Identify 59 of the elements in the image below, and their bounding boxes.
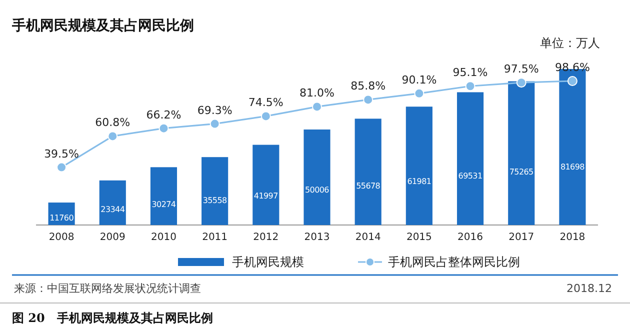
data-label: 74.5% [248, 96, 284, 110]
legend-label: 手机网民占整体网民比例 [388, 255, 520, 269]
bar [99, 180, 126, 225]
data-label: 61981 [407, 177, 432, 186]
x-tick-label: 2017 [508, 232, 534, 243]
point [158, 123, 169, 134]
data-label: 75265 [509, 167, 534, 176]
bar [304, 130, 330, 225]
point [210, 118, 220, 129]
data-label: 90.1% [402, 73, 437, 86]
data-label: 69531 [458, 172, 482, 181]
point [108, 131, 118, 142]
x-tick-label: 2012 [253, 232, 279, 243]
data-label: 81.0% [300, 86, 334, 100]
bar [406, 106, 432, 225]
data-label: 35558 [202, 196, 227, 206]
bar [354, 118, 382, 225]
data-label: 81698 [560, 162, 585, 172]
data-label: 39.5% [44, 147, 80, 160]
x-tick-label: 2010 [151, 232, 176, 243]
point [363, 94, 374, 105]
source-note: 来源：中国互联网络发展状况统计调查 [14, 282, 201, 295]
point [516, 78, 526, 88]
data-label: 60.8% [95, 116, 130, 130]
x-tick-label: 2008 [48, 232, 74, 243]
bar [150, 167, 178, 225]
point [465, 81, 476, 92]
bar [202, 157, 228, 225]
point [312, 102, 322, 112]
x-tick-label: 2014 [355, 232, 381, 243]
data-label: 23344 [100, 205, 125, 214]
bar [252, 144, 280, 225]
point [414, 88, 424, 98]
data-label: 95.1% [452, 66, 488, 80]
data-label: 69.3% [197, 104, 232, 117]
text: 单位：万人 [540, 36, 600, 50]
point [56, 162, 67, 172]
data-label: 41997 [254, 192, 278, 201]
chart-title: 手机网民规模及其占网民比例 [11, 17, 194, 34]
x-tick-label: 2009 [100, 232, 126, 243]
data-label: 85.8% [350, 80, 386, 93]
data-label: 66.2% [146, 108, 182, 122]
x-tick-label: 2013 [304, 232, 330, 243]
x-tick-label: 2018 [560, 232, 586, 243]
x-tick-label: 2011 [202, 232, 228, 243]
x-tick-label: 2015 [406, 232, 432, 243]
point [260, 111, 271, 122]
bar [456, 92, 484, 225]
data-label: 55678 [356, 182, 380, 191]
data-label: 97.5% [504, 62, 539, 76]
legend-label: 手机网民规模 [232, 255, 304, 269]
point [567, 76, 578, 86]
data-label: 30274 [152, 200, 176, 210]
caption: 图 20 手机网民规模及其占网民比例 [12, 311, 213, 325]
bar [508, 81, 535, 225]
data-label: 11760 [50, 213, 74, 222]
data-label: 50006 [305, 186, 330, 195]
text: 2018.12 [566, 282, 612, 295]
x-tick-label: 2016 [458, 232, 483, 243]
